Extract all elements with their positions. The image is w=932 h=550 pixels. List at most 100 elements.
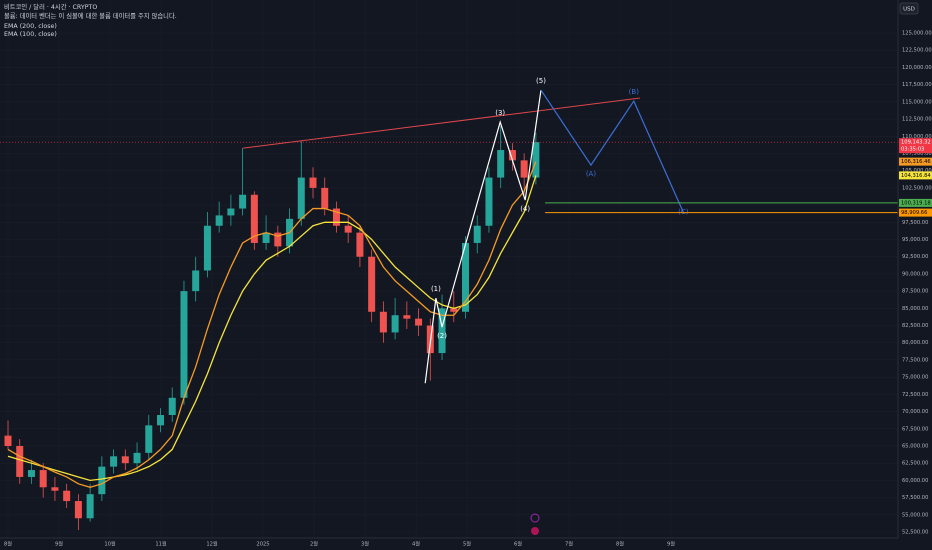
candle-body — [473, 225, 481, 243]
candle-body — [27, 470, 35, 477]
candle-body — [415, 318, 423, 326]
x-tick-label: 8월 — [616, 540, 624, 548]
x-tick-label: 6월 — [514, 540, 522, 548]
price-tag — [899, 138, 932, 154]
candle-body — [157, 415, 165, 426]
candle-body — [133, 452, 141, 464]
y-tick-label: 97,500.00 — [902, 220, 928, 226]
y-tick-label: 75,000.00 — [902, 375, 928, 381]
price-tag — [899, 198, 932, 207]
x-tick-label: 8월 — [4, 540, 12, 548]
candle-body — [180, 291, 188, 398]
candle-body — [321, 187, 329, 209]
candle-body — [203, 225, 211, 271]
candle-body — [485, 177, 493, 226]
x-tick-label: 2월 — [310, 540, 318, 548]
candle-body — [63, 490, 71, 502]
wave-label: (3) — [495, 109, 505, 117]
price-tag-label: 106,316.46 — [901, 159, 931, 165]
candle-body — [51, 487, 59, 491]
candle-body — [86, 494, 94, 519]
x-tick-label: 12월 — [206, 540, 218, 548]
y-tick-label: 77,500.00 — [902, 357, 928, 363]
candle-body — [368, 256, 376, 312]
candle-body — [192, 270, 200, 292]
y-tick-label: 112,500.00 — [902, 117, 932, 123]
candle-body — [110, 456, 118, 467]
y-tick-label: 117,500.00 — [902, 82, 932, 88]
price-tag-label: 109,143.32 — [901, 140, 931, 146]
y-tick-label: 115,000.00 — [902, 99, 932, 105]
x-tick-label: 11월 — [155, 540, 167, 548]
x-tick-label: 5월 — [463, 540, 471, 548]
candle-body — [262, 232, 270, 243]
y-tick-label: 122,500.00 — [902, 48, 932, 54]
candle-body — [39, 470, 47, 488]
candle-body — [74, 501, 82, 519]
candle-body — [532, 142, 540, 178]
y-tick-label: 57,500.00 — [902, 495, 928, 501]
y-tick-label: 110,000.00 — [902, 134, 932, 140]
y-tick-label: 55,000.00 — [902, 512, 928, 518]
candle-body — [403, 315, 411, 319]
price-tag-label: 100,319.18 — [901, 200, 931, 206]
candle-body — [215, 215, 223, 226]
y-tick-label: 70,000.00 — [902, 409, 928, 415]
grid — [0, 0, 898, 538]
candle-body — [250, 194, 258, 243]
ema-line — [7, 161, 537, 488]
y-tick-label: 85,000.00 — [902, 306, 928, 312]
y-tick-label: 105,000.00 — [902, 168, 932, 174]
y-tick-label: 72,500.00 — [902, 392, 928, 398]
y-tick-label: 120,000.00 — [902, 65, 932, 71]
price-tag — [899, 208, 932, 217]
candle-body — [344, 225, 352, 233]
y-tick-label: 87,500.00 — [902, 289, 928, 295]
y-tick-label: 65,000.00 — [902, 443, 928, 449]
x-tick-label: 9월 — [55, 540, 63, 548]
wave-label: (1) — [431, 285, 441, 293]
price-tag-label: 104,316.84 — [901, 173, 931, 179]
x-tick-label: 9월 — [667, 540, 675, 548]
candle-body — [356, 232, 364, 257]
candle-body — [274, 232, 282, 247]
y-tick-label: 80,000.00 — [902, 340, 928, 346]
y-tick-label: 90,000.00 — [902, 271, 928, 277]
legend-entry: EMA (200, close) — [4, 23, 57, 30]
candle-body — [332, 208, 340, 226]
event-icon[interactable] — [531, 527, 539, 535]
y-tick-label: 125,000.00 — [902, 31, 932, 37]
currency-box[interactable] — [899, 2, 919, 15]
y-tick-label: 107,500.00 — [902, 151, 932, 157]
y-tick-label: 62,500.00 — [902, 461, 928, 467]
candle-body — [227, 208, 235, 216]
trendline — [243, 97, 640, 149]
candle-body — [121, 456, 129, 464]
candle-body — [461, 242, 469, 312]
event-icon[interactable] — [530, 513, 540, 523]
price-tag — [899, 157, 932, 166]
y-tick-label: 95,000.00 — [902, 237, 928, 243]
wave-label: (A) — [586, 170, 597, 178]
y-tick-label: 102,500.00 — [902, 185, 932, 191]
candle-body — [508, 150, 516, 161]
price-axis — [898, 0, 932, 550]
y-tick-label: 60,000.00 — [902, 478, 928, 484]
wave-line — [424, 89, 542, 384]
y-tick-label: 82,500.00 — [902, 323, 928, 329]
candle-body — [4, 435, 12, 446]
plot: (1) (2) (3) (4) (5) (A) (B) (C) — [0, 77, 898, 530]
x-tick-label: 3월 — [361, 540, 369, 548]
price-tag-label: 98,909.66 — [901, 210, 927, 216]
candle-body — [391, 315, 399, 333]
x-tick-label: 10월 — [104, 540, 116, 548]
x-tick-label: 2025 — [256, 542, 269, 548]
candle-body — [297, 177, 305, 219]
x-tick-label: 4월 — [412, 540, 420, 548]
candle-body — [438, 308, 446, 354]
wave-label: (B) — [629, 88, 640, 96]
candle-body — [520, 160, 528, 178]
currency: USD — [903, 7, 915, 13]
chart-subtitle: 볼륨: 데이터 벤더는 이 심볼에 대한 볼륨 데이터를 주지 않습니다. — [4, 11, 177, 20]
candle-body — [450, 308, 458, 312]
